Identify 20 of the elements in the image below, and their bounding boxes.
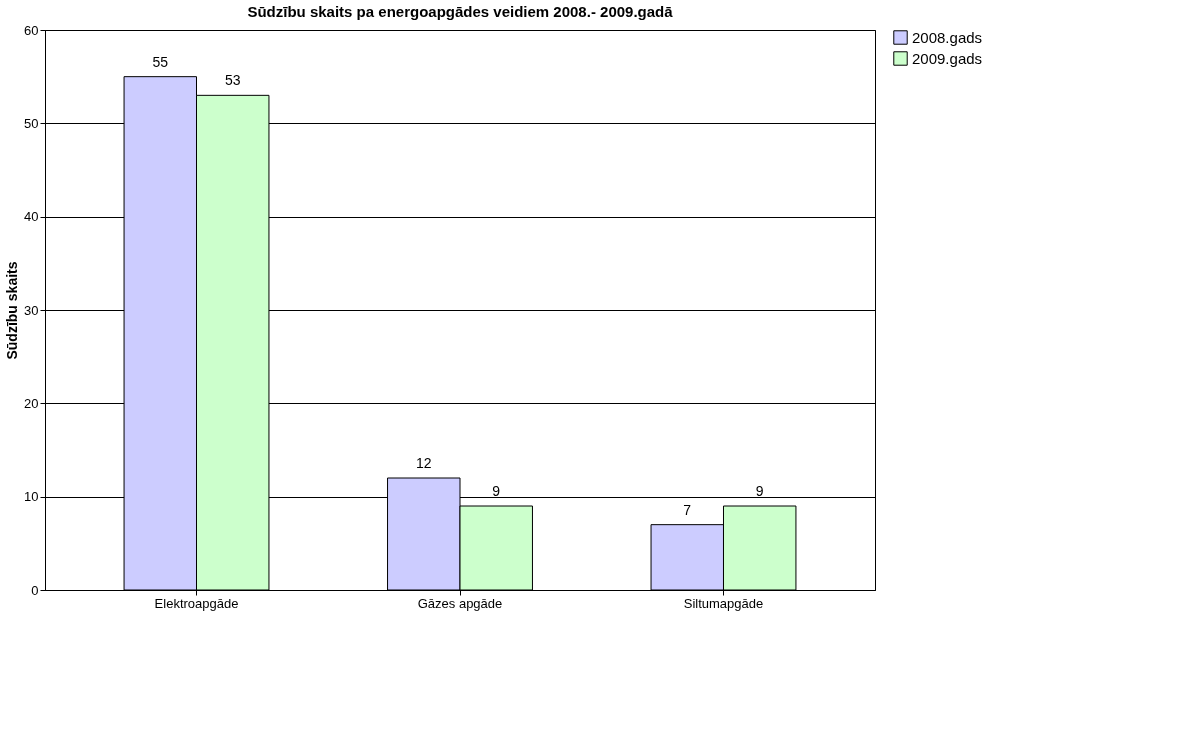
y-tick-label: 20 [24,395,39,411]
data-label: 12 [415,455,432,471]
y-tick-label: 40 [24,209,39,225]
x-tick-label: Elektroapgāde [154,595,239,611]
legend-label: 2009.gads [912,49,983,67]
data-label: 53 [224,72,241,89]
x-tick-label: Siltumapgāde [683,595,764,611]
y-tick-label: 30 [24,302,39,318]
y-tick-label: 0 [31,582,39,598]
y-tick-label: 60 [24,22,39,38]
y-axis-title: Sūdzību skaits [4,261,21,360]
data-label: 9 [755,483,764,499]
y-tick-label: 10 [24,489,39,505]
data-label: 7 [683,501,692,518]
y-tick-label: 50 [24,115,39,131]
chart-title: Sūdzību skaits pa energoapgādes veidiem 2008.- 2009.gadā [247,3,674,20]
legend-label: 2008.gads [912,28,983,46]
data-label: 55 [152,53,169,70]
data-label: 9 [492,483,501,499]
x-tick-label: Gāzes apgāde [417,595,503,611]
